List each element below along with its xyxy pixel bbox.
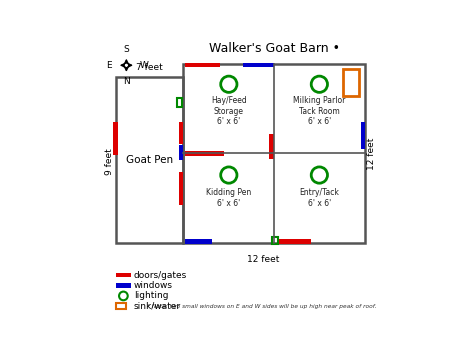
Text: Milking Parlor
Tack Room
6' x 6': Milking Parlor Tack Room 6' x 6' — [293, 96, 346, 126]
Text: 12 feet: 12 feet — [247, 254, 280, 264]
Text: Kidding Pen
6' x 6': Kidding Pen 6' x 6' — [206, 188, 251, 208]
Text: 7 feet: 7 feet — [136, 63, 163, 73]
Text: Entry/Tack
6' x 6': Entry/Tack 6' x 6' — [300, 188, 339, 208]
Text: windows: windows — [134, 281, 173, 290]
Bar — [116, 77, 183, 243]
Bar — [343, 69, 359, 96]
Bar — [243, 63, 274, 67]
Text: N: N — [123, 77, 130, 86]
Text: W: W — [139, 61, 148, 70]
Text: doors/gates: doors/gates — [134, 271, 187, 280]
Text: sink/water: sink/water — [134, 302, 181, 311]
Text: Walker's Goat Barn •: Walker's Goat Barn • — [209, 42, 339, 55]
Text: * Note: two small windows on E and W sides will be up high near peak of roof.: * Note: two small windows on E and W sid… — [147, 304, 377, 309]
Bar — [185, 239, 212, 244]
Text: 9 feet: 9 feet — [105, 148, 114, 175]
Text: E: E — [106, 61, 111, 70]
Text: 12 feet: 12 feet — [367, 137, 376, 170]
Bar — [116, 283, 131, 288]
Bar — [272, 237, 278, 244]
Text: lighting: lighting — [134, 291, 168, 301]
Bar — [270, 134, 274, 159]
Bar — [183, 64, 365, 243]
Bar — [278, 239, 310, 244]
Bar — [361, 122, 365, 149]
Text: S: S — [124, 44, 129, 54]
Text: Goat Pen: Goat Pen — [126, 155, 173, 165]
Bar — [179, 172, 183, 205]
Bar — [185, 151, 224, 156]
Bar — [185, 63, 220, 67]
Bar — [116, 273, 131, 277]
Bar — [113, 122, 118, 155]
Bar — [116, 303, 127, 309]
Bar — [176, 98, 182, 107]
Bar — [179, 122, 183, 144]
Text: Hay/Feed
Storage
6' x 6': Hay/Feed Storage 6' x 6' — [211, 96, 246, 126]
Bar — [179, 145, 183, 160]
